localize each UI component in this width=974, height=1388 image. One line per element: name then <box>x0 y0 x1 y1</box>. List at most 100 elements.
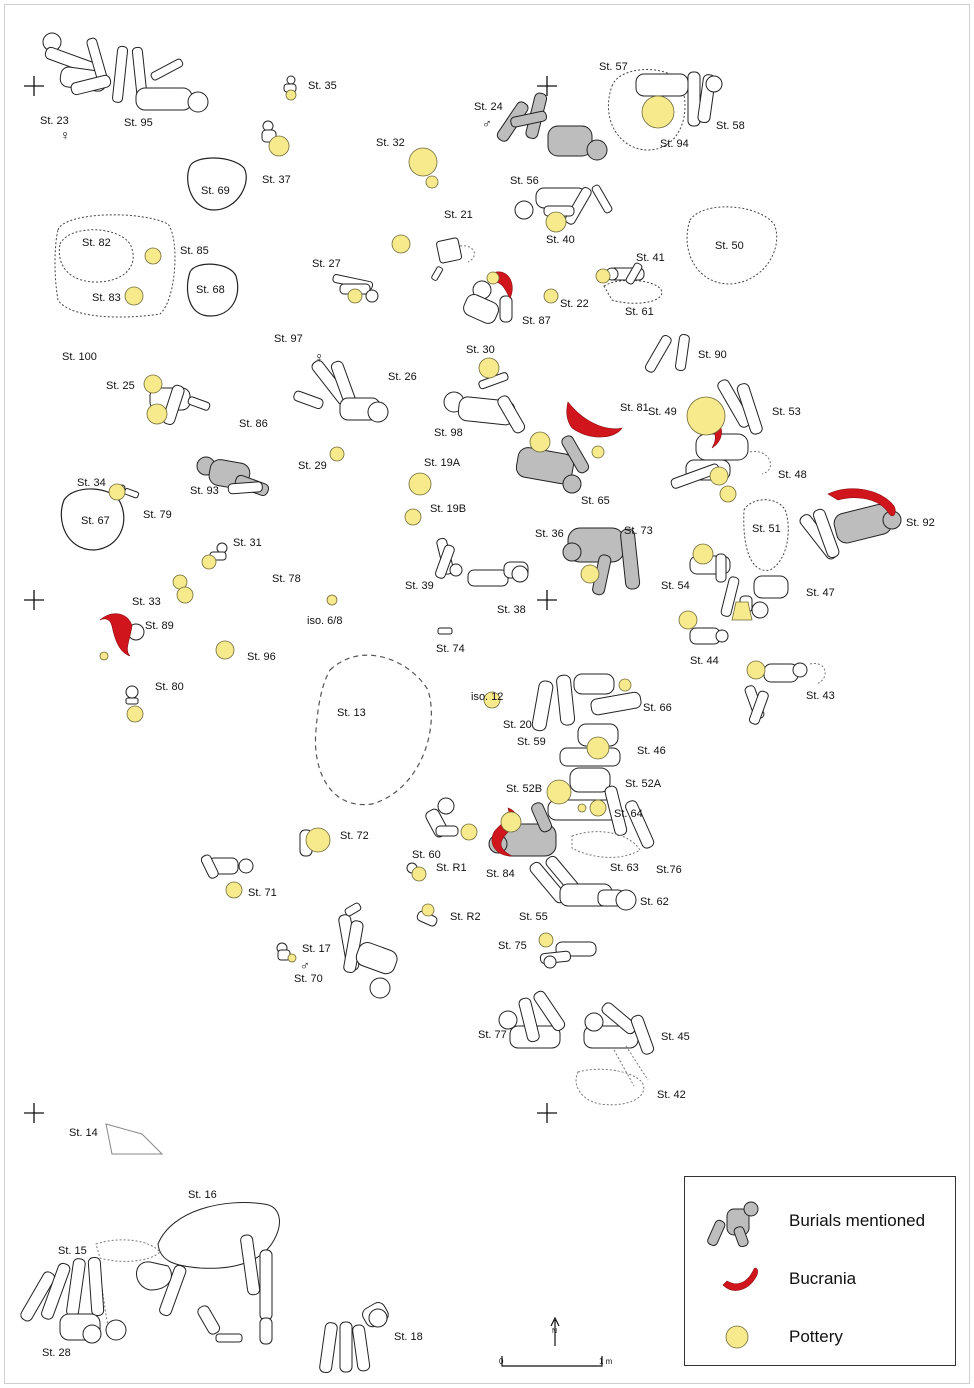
label-st73: St. 73 <box>624 525 653 537</box>
burial-st35 <box>283 75 297 93</box>
pottery-vessel <box>421 903 435 917</box>
label-st19a: St. 19A <box>424 457 461 469</box>
label-st58: St. 58 <box>716 120 745 132</box>
pit-st68 <box>186 263 239 317</box>
pottery-vessel <box>719 485 737 503</box>
male-symbol: ♂ <box>300 958 310 973</box>
pottery-vessel <box>586 736 610 760</box>
label-st96: St. 96 <box>247 651 276 663</box>
burial-st60 <box>425 797 459 838</box>
pottery-vessel <box>326 594 338 606</box>
burial-st71 <box>200 854 254 879</box>
burial-st24 <box>496 92 608 161</box>
label-st45: St. 45 <box>661 1031 690 1043</box>
burial-st37 <box>261 120 277 143</box>
label-st43: St. 43 <box>806 690 835 702</box>
north-arrow: N <box>550 1316 560 1346</box>
grid-cross <box>537 590 557 610</box>
label-st80: St. 80 <box>155 681 184 693</box>
label-st69: St. 69 <box>201 185 230 197</box>
pottery-vessel <box>305 827 331 853</box>
pottery-vessel <box>99 651 109 661</box>
burial-st98 <box>443 372 526 434</box>
label-st77: St. 77 <box>478 1029 507 1041</box>
label-st63: St. 63 <box>610 862 639 874</box>
pit-st14 <box>105 1123 164 1155</box>
label-st70: St. 70 <box>294 973 323 985</box>
label-st83: St. 83 <box>92 292 121 304</box>
burial-st73 <box>562 527 641 596</box>
burial-st55 <box>529 855 637 911</box>
svg-text:♂: ♂ <box>482 116 492 131</box>
pottery-vessel <box>201 554 217 570</box>
pottery-vessel <box>108 483 126 501</box>
label-st19b: St. 19B <box>430 503 466 515</box>
label-st94: St. 94 <box>660 138 689 150</box>
pottery-vessel <box>538 932 554 948</box>
pit-st61 <box>603 279 663 304</box>
burial-st74 <box>437 627 453 635</box>
label-st46: St. 46 <box>637 745 666 757</box>
label-st35: St. 35 <box>308 80 337 92</box>
pottery-vessel <box>268 135 290 157</box>
label-st79: St. 79 <box>143 509 172 521</box>
label-st29: St. 29 <box>298 460 327 472</box>
burials <box>20 32 902 1374</box>
pottery-vessel <box>425 175 439 189</box>
burial-st80 <box>125 685 139 705</box>
label-st68: St. 68 <box>196 284 225 296</box>
pottery-vessel <box>287 953 297 963</box>
pottery <box>99 89 766 963</box>
burial-st58 <box>635 71 723 127</box>
svg-text:♂: ♂ <box>300 958 310 973</box>
label-st93: St. 93 <box>190 485 219 497</box>
scale-bar: 0 1 m <box>499 1356 613 1367</box>
burial-st87 <box>463 280 513 324</box>
grid-cross <box>537 1103 557 1123</box>
label-st27: St. 27 <box>312 258 341 270</box>
pottery-vessel <box>146 403 168 425</box>
pottery-vessel <box>404 508 422 526</box>
label-st18: St. 18 <box>394 1331 423 1343</box>
grid-cross <box>24 590 44 610</box>
pit-st69 <box>187 157 247 211</box>
label-st74: St. 74 <box>436 643 465 655</box>
pottery-vessel <box>225 881 243 899</box>
label-st60: St. 60 <box>412 849 441 861</box>
pottery-vessel <box>329 446 345 462</box>
pit-st50 <box>686 206 778 285</box>
pottery-vessel <box>731 601 753 621</box>
legend-item-bucrania: Bucrania <box>685 1255 955 1305</box>
female-symbol: ♀ <box>314 349 325 365</box>
bucranium-st92 <box>827 488 896 517</box>
pottery-vessel <box>595 268 611 284</box>
bucranium-st87 <box>495 271 513 299</box>
pottery-vessel <box>126 705 144 723</box>
plan-frame <box>4 4 970 1384</box>
pottery-vessel <box>577 803 587 813</box>
label-st100: St. 100 <box>62 351 97 363</box>
label-st42: St. 42 <box>657 1089 686 1101</box>
label-st64: St. 64 <box>614 808 643 820</box>
pottery-vessel <box>545 211 567 233</box>
legend: Burials mentioned Bucrania Pottery <box>684 1176 956 1366</box>
burial-st65 <box>515 435 590 494</box>
scale-end-label: 1 m <box>599 1357 613 1366</box>
label-st34: St. 34 <box>77 477 106 489</box>
label-st31: St. 31 <box>233 537 262 549</box>
grid-cross <box>24 1103 44 1123</box>
pottery-vessel <box>686 396 726 436</box>
label-st24: St. 24 <box>474 101 503 113</box>
pottery-vessel <box>124 286 144 306</box>
label-st52a: St. 52A <box>625 778 662 790</box>
burial-st75 <box>539 941 597 969</box>
legend-item-burials: Burials mentioned <box>685 1197 955 1247</box>
burial-st21 <box>431 237 475 281</box>
pottery-vessel <box>486 271 500 285</box>
legend-item-pottery: Pottery <box>685 1313 955 1363</box>
burial-st92 <box>799 504 902 560</box>
label-st67: St. 67 <box>81 515 110 527</box>
label-st48: St. 48 <box>778 469 807 481</box>
pottery-vessel <box>618 678 632 692</box>
